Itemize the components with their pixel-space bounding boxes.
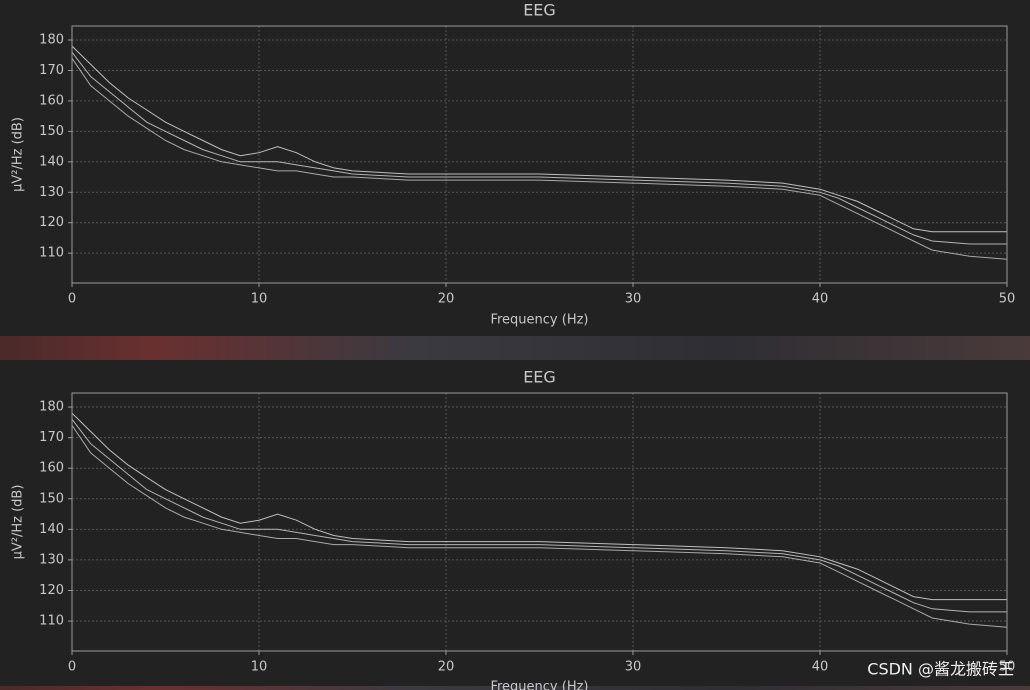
y-tick-label: 150	[39, 124, 64, 139]
y-axis-label: µV²/Hz (dB)	[11, 117, 26, 192]
y-tick-label: 120	[39, 583, 64, 598]
y-tick-label: 130	[39, 185, 64, 200]
series-line	[71, 425, 1008, 628]
x-tick-label: 50	[999, 660, 1016, 675]
y-tick-label: 110	[39, 246, 64, 261]
chart-title: EEG	[523, 1, 556, 20]
chart-title: EEG	[523, 368, 556, 387]
series-line	[71, 51, 1007, 245]
y-tick-label: 180	[39, 400, 64, 415]
y-tick-label: 110	[39, 614, 64, 629]
x-tick-label: 40	[812, 292, 829, 307]
plot-frame	[71, 25, 1008, 284]
x-axis-label: Frequency (Hz)	[490, 680, 588, 690]
y-axis-label: µV²/Hz (dB)	[11, 485, 26, 560]
x-tick-label: 50	[999, 292, 1016, 307]
x-tick-label: 30	[625, 292, 642, 307]
x-axis-label: Frequency (Hz)	[490, 313, 588, 328]
y-tick-label: 170	[39, 430, 64, 445]
panel	[0, 360, 1030, 686]
x-tick-label: 0	[68, 292, 76, 307]
x-tick-label: 0	[68, 660, 76, 675]
series-line	[71, 412, 1007, 601]
series-line	[71, 45, 1007, 233]
y-tick-label: 150	[39, 491, 64, 506]
x-tick-label: 20	[438, 292, 455, 307]
y-tick-label: 140	[39, 522, 64, 537]
y-tick-label: 180	[39, 33, 64, 48]
series-line	[71, 58, 1008, 260]
series-line	[71, 418, 1007, 613]
background-strip	[0, 686, 1030, 690]
y-tick-label: 120	[39, 215, 64, 230]
y-tick-label: 130	[39, 552, 64, 567]
y-tick-label: 160	[39, 93, 64, 108]
x-tick-label: 10	[251, 292, 268, 307]
x-tick-label: 20	[438, 660, 455, 675]
y-tick-label: 170	[39, 63, 64, 78]
x-tick-label: 10	[251, 660, 268, 675]
x-tick-label: 30	[625, 660, 642, 675]
watermark: CSDN @酱龙搬砖王	[867, 660, 1014, 679]
x-tick-label: 40	[812, 660, 829, 675]
y-tick-label: 160	[39, 461, 64, 476]
y-tick-label: 140	[39, 154, 64, 169]
plot-frame	[71, 392, 1008, 652]
background-strip	[0, 336, 1030, 360]
panel	[0, 0, 1030, 336]
